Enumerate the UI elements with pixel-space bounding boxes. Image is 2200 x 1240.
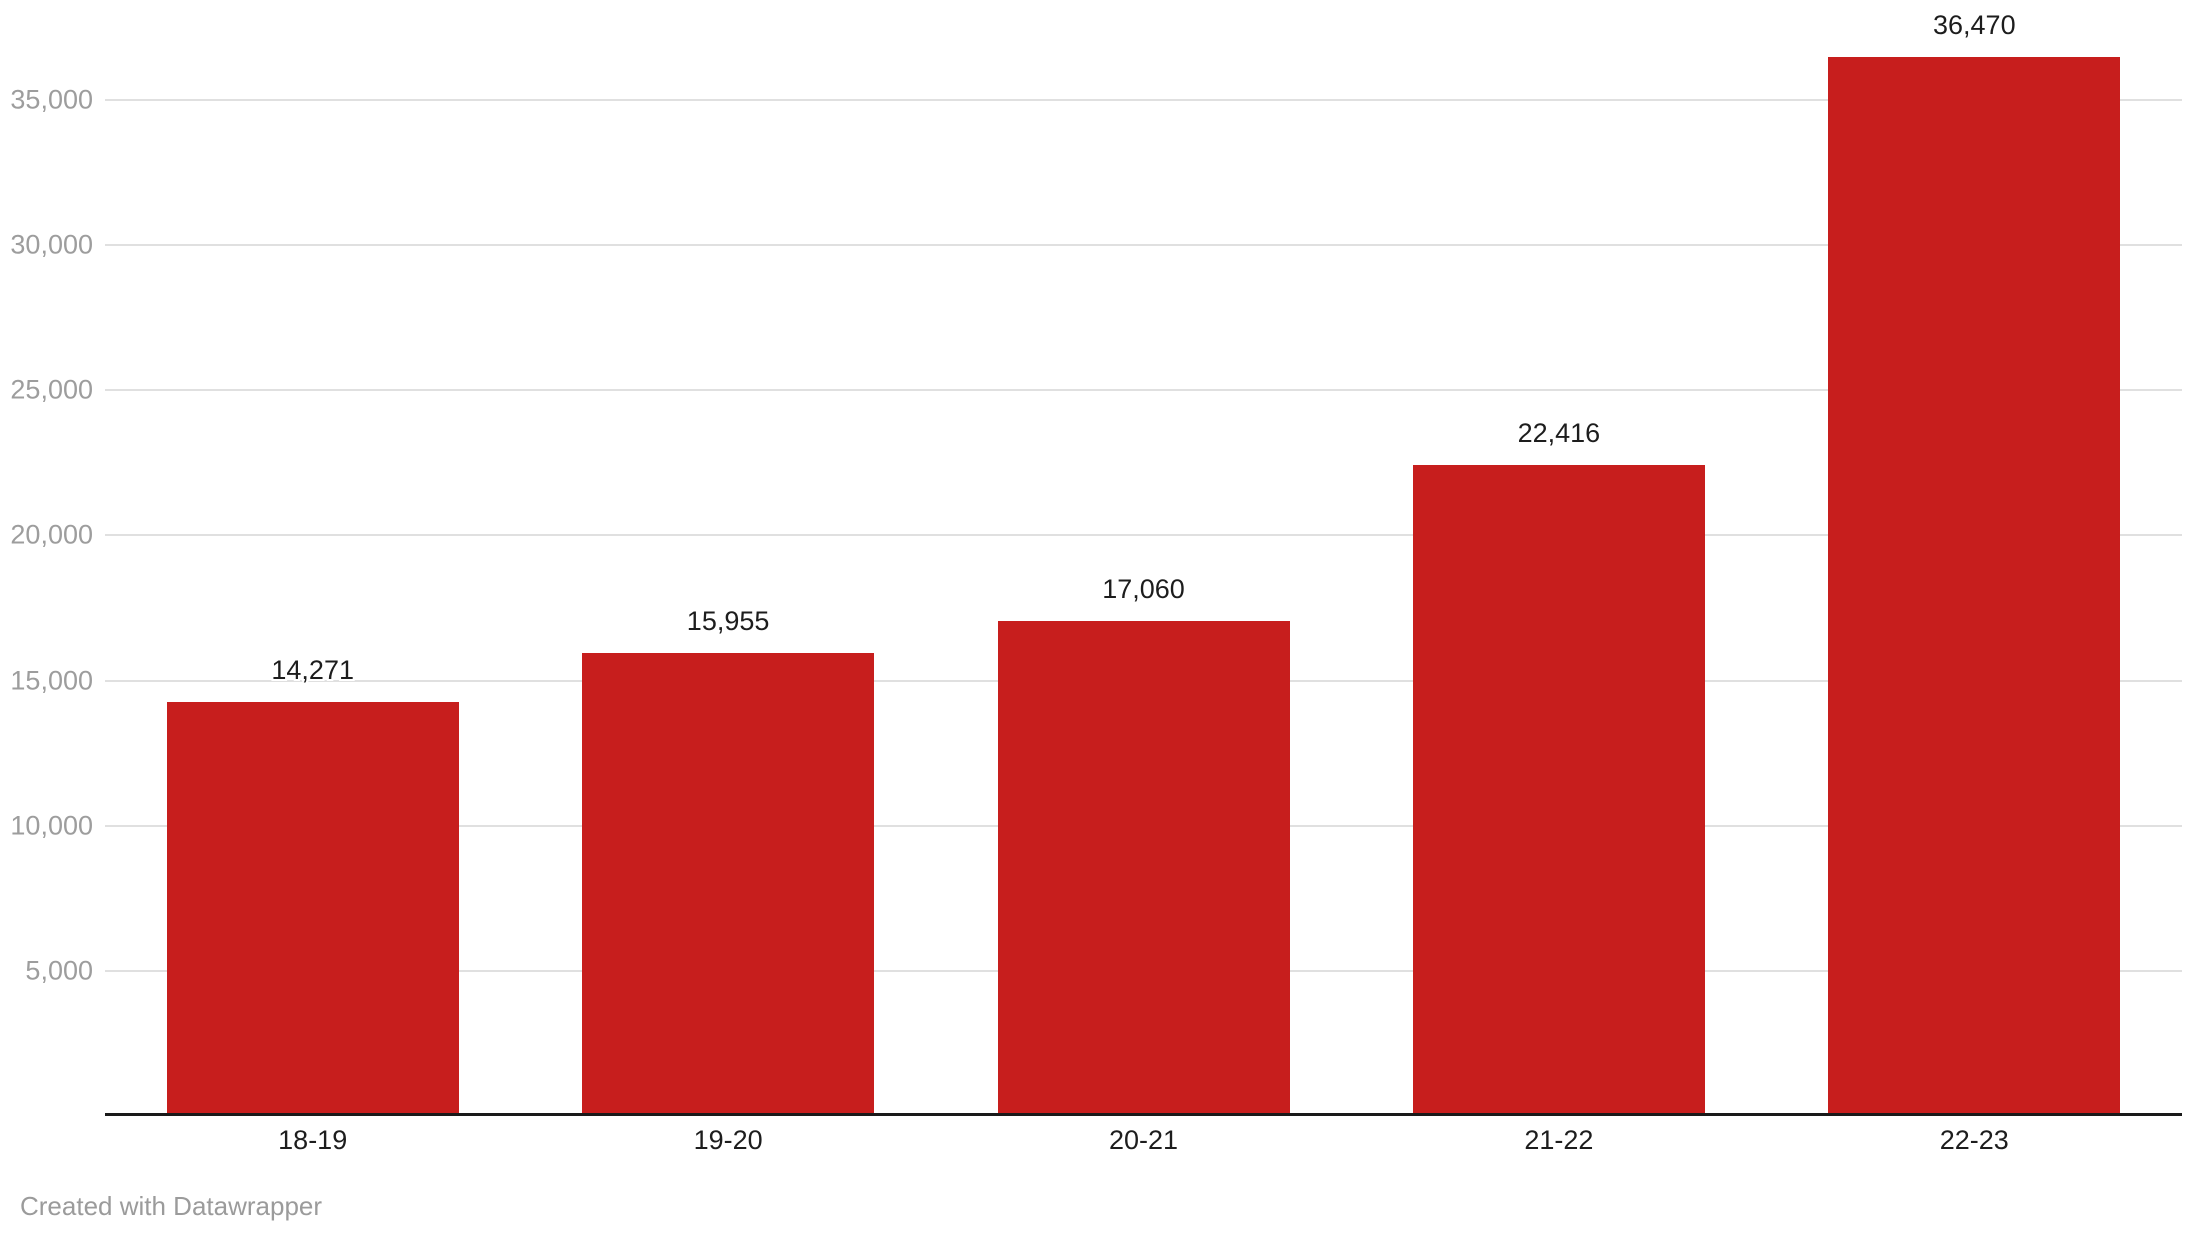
bar-value-label: 22,416 — [1517, 418, 1601, 449]
x-axis-label: 19-20 — [693, 1125, 763, 1155]
x-axis-label: 21-22 — [1524, 1125, 1594, 1155]
gridline — [105, 98, 2182, 101]
bar-value-label: 36,470 — [1933, 10, 2016, 41]
bar[interactable] — [1412, 465, 1705, 1116]
gridline — [105, 389, 2182, 392]
x-axis-label: 22-23 — [1939, 1125, 2009, 1155]
gridline — [105, 244, 2182, 247]
gridline — [105, 534, 2182, 537]
bar[interactable] — [582, 652, 875, 1116]
bar-value-label: 17,060 — [1102, 573, 1185, 604]
y-tick-label: 25,000 — [10, 374, 93, 405]
y-tick-label: 15,000 — [10, 665, 93, 696]
y-tick-label: 20,000 — [10, 519, 93, 550]
bar-value-label: 14,271 — [271, 654, 354, 685]
y-tick-label: 5,000 — [25, 955, 93, 986]
x-axis-label: 20-21 — [1108, 1125, 1179, 1155]
bar[interactable] — [166, 701, 459, 1116]
x-axis-label: 18-19 — [278, 1125, 348, 1155]
bar[interactable] — [997, 620, 1290, 1116]
x-axis-line — [105, 1113, 2182, 1116]
y-tick-label: 35,000 — [10, 84, 93, 115]
bar-value-label: 15,955 — [686, 605, 770, 636]
bar[interactable] — [1828, 57, 2121, 1116]
datawrapper-credit[interactable]: Created with Datawrapper — [20, 1191, 323, 1221]
y-tick-label: 30,000 — [10, 229, 93, 260]
y-tick-label: 10,000 — [10, 810, 93, 841]
plot-area — [105, 0, 2182, 1116]
